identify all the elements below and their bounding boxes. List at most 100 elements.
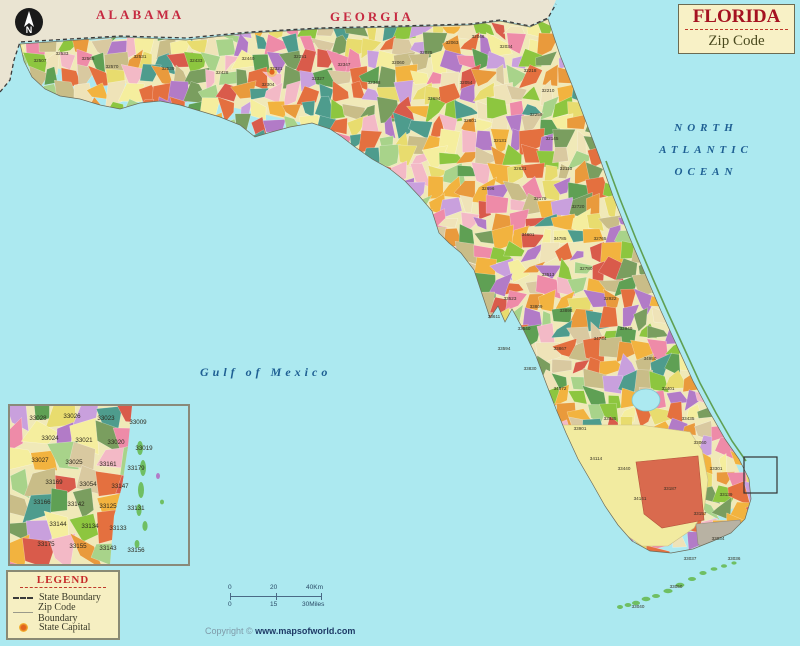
zip-region[interactable] [543, 164, 559, 186]
zip-region[interactable] [586, 212, 605, 232]
zip-region[interactable] [743, 481, 759, 505]
zip-region[interactable] [520, 162, 545, 179]
zip-region[interactable] [397, 144, 418, 166]
zip-region[interactable] [200, 51, 221, 71]
label-atlantic-2: ATLANTIC [659, 144, 753, 156]
zip-region[interactable] [566, 150, 590, 171]
zip-region[interactable] [490, 22, 506, 41]
zip-region[interactable] [50, 487, 68, 513]
zip-region[interactable] [217, 96, 235, 123]
zip-region[interactable] [281, 103, 302, 119]
zip-region[interactable] [550, 319, 573, 339]
zip-region[interactable] [553, 384, 570, 407]
large-zip-region-33187[interactable] [635, 455, 705, 529]
zip-region[interactable] [44, 49, 60, 75]
zip-region[interactable] [283, 80, 301, 107]
zip-region[interactable] [542, 64, 559, 87]
zip-region[interactable] [10, 534, 30, 564]
zip-region[interactable] [552, 146, 569, 164]
zip-region[interactable] [470, 68, 499, 87]
zip-region[interactable] [459, 83, 476, 104]
inset-locator-rect[interactable] [743, 456, 778, 494]
zip-region[interactable] [558, 163, 571, 179]
zip-region[interactable] [263, 33, 288, 56]
zip-region[interactable] [582, 228, 605, 244]
zip-region[interactable] [518, 64, 543, 89]
zip-region[interactable] [22, 537, 57, 564]
zip-region[interactable] [461, 129, 477, 153]
zip-region[interactable] [379, 143, 401, 171]
zip-region[interactable] [10, 468, 30, 499]
zip-region[interactable] [507, 163, 524, 186]
zip-region[interactable] [441, 25, 467, 35]
zip-region[interactable] [392, 111, 415, 140]
zip-code-label: 33179 [127, 465, 145, 472]
zip-region[interactable] [472, 216, 487, 231]
zip-region[interactable] [506, 32, 527, 55]
zip-region[interactable] [568, 250, 584, 262]
zip-region[interactable] [489, 272, 513, 297]
zip-region[interactable] [328, 117, 348, 135]
zip-region[interactable] [552, 128, 576, 149]
zip-code-label: 32922 [604, 296, 617, 301]
zip-region[interactable] [553, 176, 571, 195]
zip-region[interactable] [551, 359, 572, 374]
zip-region[interactable] [522, 261, 547, 273]
zip-region[interactable] [406, 105, 433, 121]
zip-region[interactable] [503, 240, 525, 257]
zip-region[interactable] [69, 532, 104, 564]
zip-region[interactable] [183, 51, 207, 74]
zip-code-label: 32565 [82, 56, 95, 61]
zip-region[interactable] [205, 69, 215, 93]
zip-region[interactable] [486, 51, 507, 70]
zip-region[interactable] [521, 112, 544, 134]
copyright-site-link[interactable]: www.mapsofworld.com [255, 626, 356, 636]
zip-region[interactable] [646, 405, 672, 426]
zip-region[interactable] [345, 47, 362, 74]
zip-code-label: 33034 [712, 536, 725, 541]
zip-region[interactable] [622, 304, 640, 328]
zip-region[interactable] [249, 98, 267, 121]
zip-region[interactable] [421, 145, 449, 168]
zip-region[interactable] [485, 32, 513, 57]
zip-region[interactable] [490, 128, 510, 155]
zip-region[interactable] [648, 370, 670, 393]
zip-region[interactable] [384, 115, 396, 139]
zip-region[interactable] [424, 96, 446, 125]
zip-region[interactable] [485, 194, 509, 214]
zip-region[interactable] [299, 35, 318, 56]
zip-region[interactable] [459, 194, 474, 214]
zip-region[interactable] [30, 450, 58, 471]
zip-region[interactable] [567, 276, 588, 295]
zip-region[interactable] [48, 532, 76, 564]
zip-region[interactable] [10, 416, 24, 453]
zip-region[interactable] [455, 151, 481, 164]
zip-region[interactable] [566, 114, 588, 130]
zip-region[interactable] [360, 37, 382, 60]
label-gulf-of-mexico: Gulf of Mexico [200, 365, 332, 379]
zip-region[interactable] [215, 38, 236, 57]
zip-region[interactable] [633, 307, 648, 332]
zip-region[interactable] [437, 218, 459, 229]
zip-region[interactable] [574, 261, 594, 274]
miami-area-inset-map[interactable]: 33028 33026 33023 33009 33024 33021 33020 33019… [8, 404, 190, 566]
zip-region[interactable] [117, 82, 145, 103]
zip-region[interactable] [519, 241, 546, 263]
zip-region[interactable] [535, 50, 558, 66]
zip-region[interactable] [330, 98, 346, 120]
zip-region[interactable] [633, 288, 657, 316]
zip-code-label: 33611 [488, 314, 501, 319]
zip-region[interactable] [475, 118, 497, 135]
zip-region[interactable] [538, 242, 561, 268]
zip-region[interactable] [506, 84, 528, 101]
zip-region[interactable] [505, 290, 528, 312]
zip-region[interactable] [332, 80, 350, 103]
zip-region[interactable] [72, 487, 94, 519]
zip-region[interactable] [114, 406, 148, 424]
zip-region[interactable] [694, 420, 714, 442]
zip-region[interactable] [567, 390, 588, 405]
zip-region[interactable] [521, 86, 541, 102]
state-capital-marker[interactable] [267, 67, 277, 77]
